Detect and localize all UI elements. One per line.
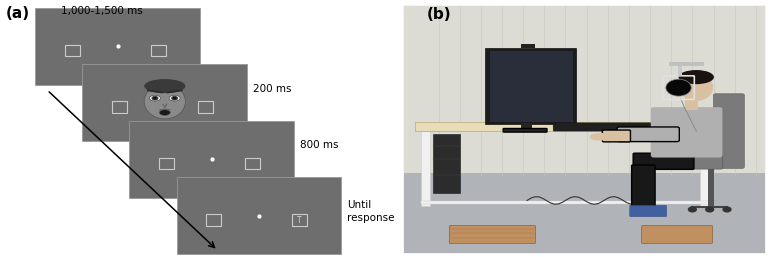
FancyBboxPatch shape: [642, 226, 713, 243]
Bar: [486, 48, 577, 124]
Bar: [416, 122, 716, 131]
FancyBboxPatch shape: [617, 127, 679, 142]
Bar: [708, 167, 713, 208]
Bar: [669, 62, 704, 66]
Text: 200 ms: 200 ms: [253, 84, 291, 94]
Bar: [151, 45, 166, 56]
FancyBboxPatch shape: [503, 128, 547, 132]
Ellipse shape: [676, 85, 683, 92]
Bar: [700, 131, 709, 206]
Text: (a): (a): [6, 6, 30, 21]
FancyBboxPatch shape: [633, 153, 694, 169]
Bar: [685, 97, 699, 110]
FancyBboxPatch shape: [449, 226, 535, 243]
Circle shape: [705, 206, 714, 213]
FancyBboxPatch shape: [632, 165, 655, 209]
FancyBboxPatch shape: [553, 123, 651, 131]
Text: (b): (b): [427, 7, 451, 22]
Ellipse shape: [145, 79, 186, 93]
Text: 800 ms: 800 ms: [300, 140, 339, 150]
FancyBboxPatch shape: [651, 107, 723, 158]
Circle shape: [172, 97, 176, 99]
Circle shape: [171, 96, 178, 100]
Ellipse shape: [678, 70, 714, 84]
Bar: [421, 201, 709, 204]
Bar: [130, 121, 294, 198]
Ellipse shape: [159, 110, 170, 115]
Circle shape: [688, 206, 697, 213]
Circle shape: [153, 97, 157, 99]
Ellipse shape: [169, 95, 180, 101]
FancyBboxPatch shape: [713, 94, 744, 168]
Bar: [112, 101, 127, 113]
Ellipse shape: [679, 74, 713, 101]
Bar: [521, 44, 535, 48]
Bar: [35, 8, 200, 85]
Bar: [678, 65, 681, 76]
FancyBboxPatch shape: [660, 155, 723, 169]
Bar: [82, 64, 247, 141]
Bar: [198, 101, 213, 113]
Text: 1,000-1,500 ms: 1,000-1,500 ms: [61, 6, 142, 16]
Bar: [206, 214, 221, 226]
Circle shape: [723, 206, 732, 213]
Bar: [433, 134, 460, 193]
Ellipse shape: [590, 133, 611, 141]
Circle shape: [666, 79, 692, 96]
Text: Until
response: Until response: [347, 200, 395, 223]
Circle shape: [152, 96, 159, 100]
Bar: [421, 131, 430, 206]
FancyBboxPatch shape: [629, 205, 667, 217]
Text: T: T: [297, 216, 301, 225]
Bar: [292, 214, 307, 226]
Ellipse shape: [145, 84, 186, 119]
Bar: [245, 158, 260, 169]
Bar: [404, 173, 765, 253]
Ellipse shape: [149, 95, 161, 101]
Bar: [159, 158, 174, 169]
Bar: [404, 6, 765, 175]
Bar: [521, 123, 532, 131]
Bar: [489, 50, 573, 122]
Bar: [65, 45, 80, 56]
FancyBboxPatch shape: [602, 130, 630, 142]
Bar: [176, 177, 341, 254]
